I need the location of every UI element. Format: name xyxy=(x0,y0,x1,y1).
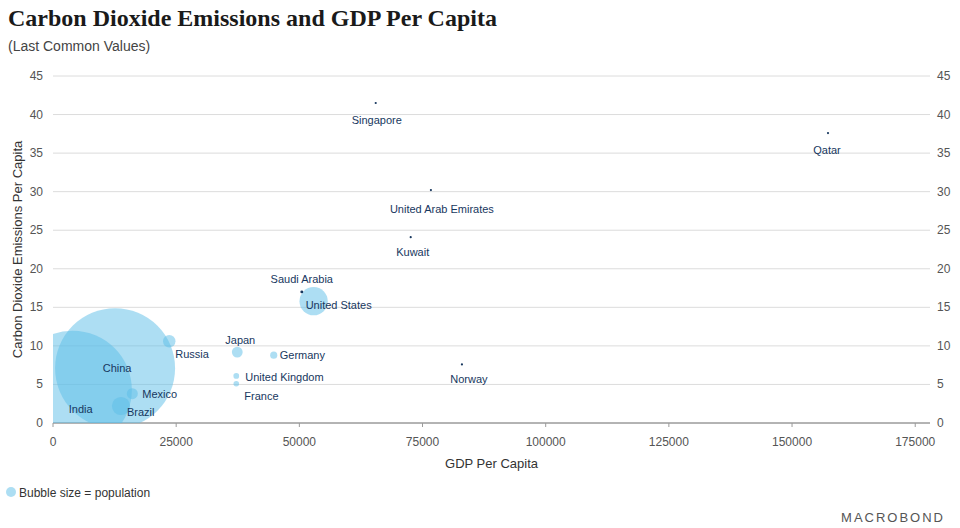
y-axis-title: Carbon Dioxide Emissions Per Capita xyxy=(10,140,25,358)
grid-line xyxy=(53,423,930,424)
x-tick xyxy=(915,423,916,427)
grid-line xyxy=(53,345,930,346)
point-label: Brazil xyxy=(127,406,155,418)
bubble xyxy=(827,132,829,134)
point-label: United Arab Emirates xyxy=(390,203,494,215)
bubble xyxy=(163,335,175,347)
y2-tick-label: 35 xyxy=(937,146,951,160)
bubble xyxy=(430,189,432,191)
legend-text: Bubble size = population xyxy=(19,486,150,500)
y-tick-label: 40 xyxy=(30,108,44,122)
x-tick xyxy=(422,423,423,427)
point-label: United Kingdom xyxy=(245,371,323,383)
x-tick-label: 150000 xyxy=(772,435,812,449)
y-tick-label: 25 xyxy=(30,223,44,237)
point-label: Norway xyxy=(450,373,488,385)
point-label: Mexico xyxy=(142,388,177,400)
y2-tick-label: 25 xyxy=(937,223,951,237)
y-tick-label: 15 xyxy=(30,300,44,314)
bubble xyxy=(410,236,412,238)
y2-tick-label: 10 xyxy=(937,339,951,353)
point-label: India xyxy=(69,403,94,415)
point-label: Germany xyxy=(280,349,326,361)
bubbles xyxy=(53,102,829,423)
x-tick-label: 125000 xyxy=(649,435,689,449)
x-tick xyxy=(792,423,793,427)
x-tick xyxy=(299,423,300,427)
bubble xyxy=(300,290,303,293)
point-label: United States xyxy=(306,299,373,311)
y2-tick-label: 15 xyxy=(937,300,951,314)
x-tick-label: 0 xyxy=(50,435,57,449)
grid-line xyxy=(53,307,930,308)
title: Carbon Dioxide Emissions and GDP Per Cap… xyxy=(8,5,497,31)
x-tick xyxy=(545,423,546,427)
point-label: Qatar xyxy=(813,144,841,156)
source: MACROBOND xyxy=(841,510,945,525)
x-tick xyxy=(668,423,669,427)
y2-tick-label: 20 xyxy=(937,262,951,276)
grid-line xyxy=(53,230,930,231)
point-label: China xyxy=(103,362,133,374)
grid-line xyxy=(53,268,930,269)
x-tick-label: 75000 xyxy=(406,435,440,449)
bubble xyxy=(461,363,463,365)
point-label: Singapore xyxy=(352,114,402,126)
point-label: Kuwait xyxy=(396,246,429,258)
y-tick-label: 10 xyxy=(30,339,44,353)
page: {"chart_data": {"type": "bubble", "title… xyxy=(0,0,960,528)
y-tick-label: 20 xyxy=(30,262,44,276)
y2-tick-label: 30 xyxy=(937,185,951,199)
bubble xyxy=(233,381,239,387)
y2-tick-label: 45 xyxy=(937,69,951,83)
bubble xyxy=(232,347,243,358)
y-tick-label: 35 xyxy=(30,146,44,160)
x-tick-label: 100000 xyxy=(526,435,566,449)
grid-line xyxy=(53,384,930,385)
y-tick-label: 30 xyxy=(30,185,44,199)
grid-line xyxy=(53,153,930,154)
x-tick-label: 25000 xyxy=(159,435,193,449)
x-axis-title: GDP Per Capita xyxy=(445,456,539,471)
x-tick-label: 50000 xyxy=(283,435,317,449)
subtitle: (Last Common Values) xyxy=(8,38,150,54)
chart: Carbon Dioxide Emissions and GDP Per Cap… xyxy=(0,0,960,528)
y-tick-label: 45 xyxy=(30,69,44,83)
x-axis-line xyxy=(53,423,930,424)
bubble xyxy=(233,373,239,379)
point-label: Japan xyxy=(225,334,255,346)
x-tick xyxy=(176,423,177,427)
bubble xyxy=(53,331,132,423)
point-label: France xyxy=(244,390,278,402)
y-tick-label: 5 xyxy=(36,377,43,391)
y2-tick-label: 5 xyxy=(937,377,944,391)
y2-tick-label: 40 xyxy=(937,108,951,122)
grid-line xyxy=(53,76,930,77)
x-tick xyxy=(53,423,54,427)
y-tick-label: 0 xyxy=(36,416,43,430)
point-label: Russia xyxy=(175,348,210,360)
grid-line xyxy=(53,191,930,192)
point-label: Saudi Arabia xyxy=(271,273,334,285)
y2-tick-label: 0 xyxy=(937,416,944,430)
bubble xyxy=(127,388,138,399)
x-tick-label: 175000 xyxy=(895,435,935,449)
grid-line xyxy=(53,114,930,115)
bubble xyxy=(270,352,277,359)
bubble xyxy=(375,102,377,104)
legend-swatch xyxy=(6,487,16,497)
